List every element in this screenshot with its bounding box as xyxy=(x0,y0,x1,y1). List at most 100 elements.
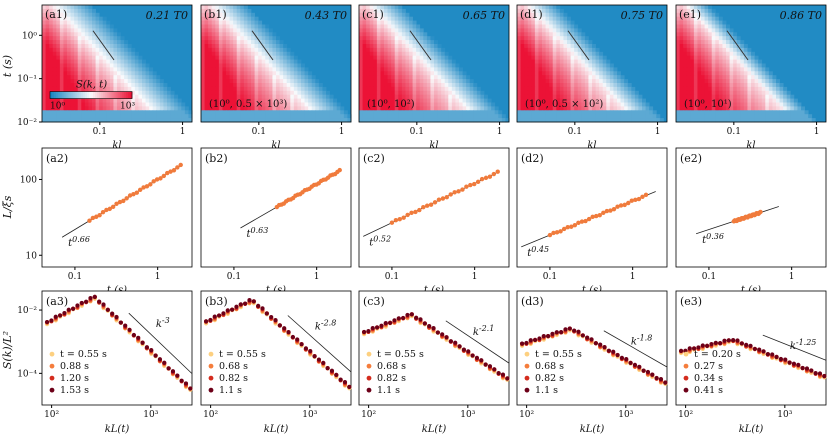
colorbar-segment xyxy=(129,91,133,99)
heatmap-cell xyxy=(527,5,532,10)
heatmap-cell xyxy=(527,40,532,45)
heatmap-cell xyxy=(704,40,709,45)
heatmap-cell xyxy=(609,106,614,111)
heatmap-cell xyxy=(686,102,691,107)
heatmap-cell xyxy=(204,12,209,18)
heatmap-cell xyxy=(768,79,773,84)
heatmap-cell xyxy=(708,59,713,64)
heatmap-cell xyxy=(391,98,396,103)
heatmap-cell xyxy=(531,94,536,99)
heatmap-cell xyxy=(88,114,93,119)
heatmap-cell xyxy=(718,90,723,96)
heatmap-cell xyxy=(627,94,632,99)
heatmap-cell xyxy=(708,98,713,103)
heatmap-cell xyxy=(726,102,730,107)
heatmap-cell xyxy=(652,114,657,119)
heatmap-cell xyxy=(156,102,161,107)
heatmap-cell xyxy=(527,71,532,76)
data-point xyxy=(572,328,577,333)
data-point xyxy=(342,380,348,385)
heatmap-cell xyxy=(70,110,75,115)
data-point xyxy=(97,212,102,218)
heatmap-cell xyxy=(247,83,252,88)
heatmap-cell xyxy=(466,114,471,119)
heatmap-cell xyxy=(127,51,132,57)
heatmap-cell xyxy=(549,20,554,25)
heatmap-cell xyxy=(301,118,305,123)
heatmap-cell xyxy=(419,114,424,119)
heatmap-cell xyxy=(480,98,485,103)
heatmap-cell xyxy=(419,63,424,68)
heatmap-cell xyxy=(52,32,57,37)
heatmap-cell xyxy=(776,118,780,123)
heatmap-cell xyxy=(318,106,323,111)
heatmap-cell xyxy=(120,110,125,115)
heatmap-cell xyxy=(369,63,374,68)
heatmap-cell xyxy=(236,114,241,119)
heatmap-cell xyxy=(736,63,741,68)
heatmap-cell xyxy=(559,67,564,72)
heatmap-cell xyxy=(416,114,421,119)
heatmap-cell xyxy=(99,28,104,33)
heatmap-cell xyxy=(609,79,614,84)
colorbar-segment xyxy=(82,91,86,99)
heatmap-cell xyxy=(279,55,284,60)
heatmap-cell xyxy=(380,24,385,29)
heatmap-cell xyxy=(459,94,463,99)
heatmap-cell xyxy=(117,44,121,49)
data-point xyxy=(431,326,436,331)
heatmap-cell xyxy=(527,24,532,29)
data-point xyxy=(157,357,163,362)
heatmap-cell xyxy=(56,28,61,33)
colorbar-segment xyxy=(119,91,123,99)
heatmap-cell xyxy=(56,51,61,57)
heatmap-cell xyxy=(398,106,403,111)
heatmap-cell xyxy=(236,40,241,45)
heatmap-cell xyxy=(419,110,424,115)
heatmap-cell xyxy=(67,8,71,14)
heatmap-cell xyxy=(380,16,385,21)
data-point xyxy=(606,348,611,353)
heatmap-cell xyxy=(584,63,589,68)
heatmap-cell xyxy=(204,20,209,25)
heatmap-cell xyxy=(545,90,550,96)
heatmap-cell xyxy=(797,106,802,111)
heatmap-cell xyxy=(42,51,46,57)
heatmap-cell xyxy=(517,94,521,99)
heatmap-cell xyxy=(552,24,557,29)
heatmap-cell xyxy=(690,5,695,10)
heatmap-cell xyxy=(113,75,118,80)
heatmap-cell xyxy=(336,102,341,107)
heatmap-cell xyxy=(272,40,277,45)
heatmap-cell xyxy=(134,71,139,76)
heatmap-cell xyxy=(444,106,449,111)
heatmap-cell xyxy=(527,16,532,21)
heatmap-cell xyxy=(394,12,399,18)
heatmap-cell xyxy=(304,114,309,119)
heatmap-cell xyxy=(743,90,748,96)
heatmap-cell xyxy=(581,36,586,41)
legend-label: t = 0.55 s xyxy=(219,349,266,360)
heatmap-cell xyxy=(527,90,532,96)
x-axis-label: t (s) xyxy=(582,285,602,296)
heatmap-cell xyxy=(701,110,705,115)
heatmap-cell xyxy=(201,94,205,99)
heatmap-cell xyxy=(693,90,698,96)
heatmap-cell xyxy=(272,55,277,60)
heatmap-cell xyxy=(106,106,111,111)
heatmap-cell xyxy=(204,86,209,92)
heatmap-cell xyxy=(366,71,371,76)
heatmap-cell xyxy=(240,67,245,72)
heatmap-cell xyxy=(120,44,125,49)
heatmap-cell xyxy=(552,59,557,64)
heatmap-cell xyxy=(430,36,435,41)
heatmap-cell xyxy=(595,83,600,88)
heatmap-cell xyxy=(531,32,536,37)
heatmap-cell xyxy=(42,8,46,14)
heatmap-cell xyxy=(106,28,111,33)
heatmap-cell xyxy=(218,51,223,57)
heatmap-cell xyxy=(174,114,179,119)
heatmap-cell xyxy=(469,83,474,88)
heatmap-cell xyxy=(423,67,428,72)
heatmap-cell xyxy=(45,75,50,80)
